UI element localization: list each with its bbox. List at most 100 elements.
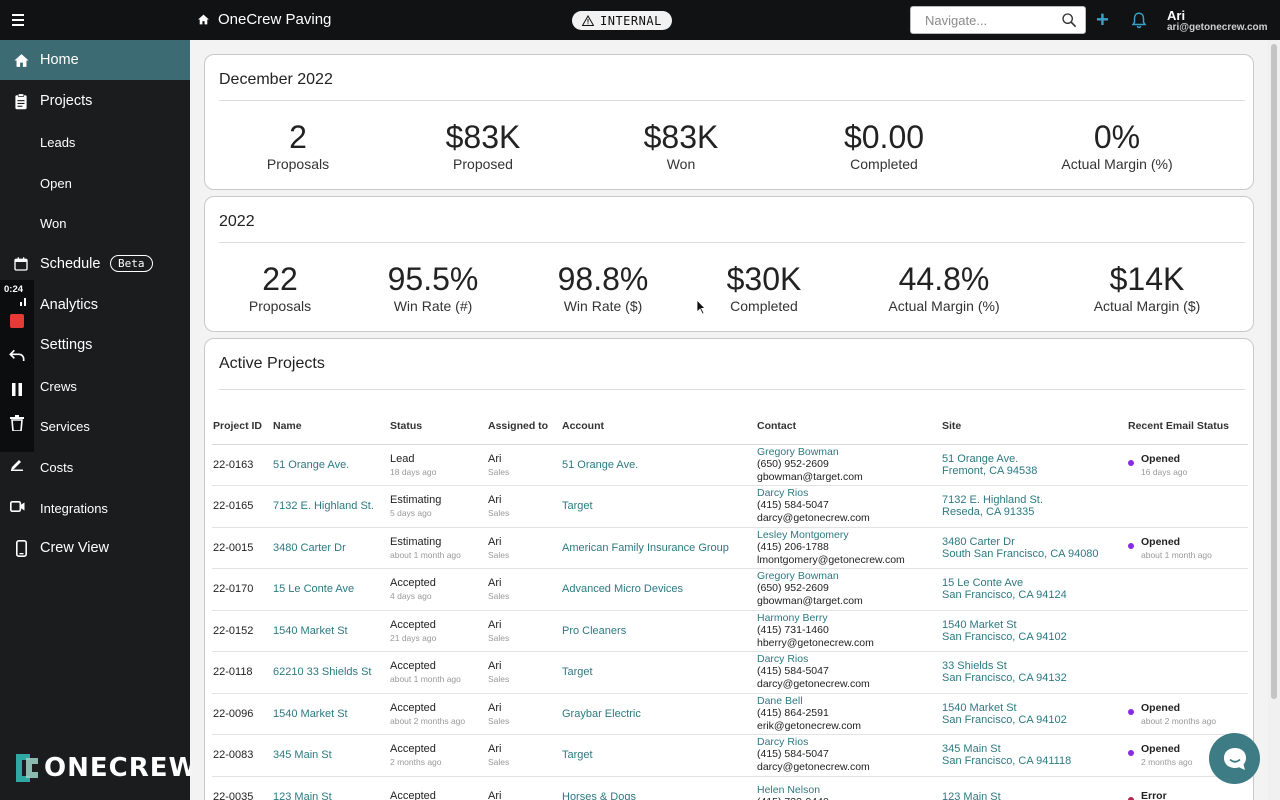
chat-button[interactable] — [1209, 733, 1260, 784]
bell-icon[interactable] — [1130, 10, 1148, 30]
contact-name-link[interactable]: Gregory Bowman — [757, 445, 839, 458]
project-name-link[interactable]: 7132 E. Highland St. — [273, 500, 374, 513]
table-row[interactable]: 22-0015 3480 Carter Dr Estimating about 1 m… — [212, 527, 1248, 569]
stop-recording-icon[interactable] — [10, 314, 24, 328]
account-link[interactable]: American Family Insurance Group — [562, 541, 729, 554]
account-link[interactable]: Horses & Dogs — [562, 790, 636, 800]
contact-email: darcy@getonecrew.com — [757, 512, 870, 525]
table-row[interactable]: 22-0096 1540 Market St Accepted about 2 mon… — [212, 693, 1248, 735]
account-link[interactable]: Advanced Micro Devices — [562, 583, 684, 596]
column-header[interactable]: Assigned to — [487, 409, 561, 445]
project-name-link[interactable]: 1540 Market St — [273, 707, 348, 720]
account-link[interactable]: Target — [562, 500, 593, 513]
status-dot-icon — [1128, 459, 1134, 466]
contact-phone: (650) 952-2609 — [757, 457, 829, 470]
site-city[interactable]: San Francisco, CA 941118 — [942, 755, 1072, 768]
sidebar-item-projects[interactable]: Projects — [0, 81, 190, 121]
project-name-link[interactable]: 123 Main St — [273, 790, 332, 800]
site-city[interactable]: South San Francisco, CA 94080 — [942, 547, 1099, 560]
site-link[interactable]: 1540 Market St — [942, 701, 1017, 714]
sidebar-item-won[interactable]: Won — [0, 203, 190, 243]
scrollbar-thumb[interactable] — [1271, 44, 1277, 699]
account-link[interactable]: Target — [562, 666, 593, 679]
user-menu[interactable]: Ari ari@getonecrew.com — [1167, 8, 1268, 33]
column-header[interactable]: Recent Email Status — [1127, 409, 1248, 445]
sidebar-item-crew-view[interactable]: Crew View — [0, 528, 190, 568]
sidebar-item-leads[interactable]: Leads — [0, 122, 190, 162]
sidebar-item-analytics[interactable]: Analytics — [0, 285, 190, 325]
site-city[interactable]: San Francisco, CA 94102 — [942, 713, 1067, 726]
contact-name-link[interactable]: Helen Nelson — [757, 784, 821, 797]
project-name-link[interactable]: 51 Orange Ave. — [273, 458, 350, 471]
site-city[interactable]: San Francisco, CA 94124 — [942, 589, 1067, 602]
table-row[interactable]: 22-0035 123 Main St Accepted Ari Horses & Do… — [212, 776, 1248, 800]
site-city[interactable]: San Francisco, CA 94102 — [942, 630, 1067, 643]
site-link[interactable]: 123 Main St — [942, 790, 1001, 800]
site-link[interactable]: 51 Orange Ave. — [942, 452, 1019, 465]
site-city[interactable]: Fremont, CA 94538 — [942, 464, 1038, 477]
plus-icon[interactable]: + — [1096, 7, 1109, 32]
menu-icon[interactable] — [12, 10, 32, 30]
project-id: 22-0170 — [212, 568, 272, 611]
table-row[interactable]: 22-0118 62210 33 Shields St Accepted about … — [212, 651, 1248, 694]
site-link[interactable]: 345 Main St — [942, 743, 1001, 756]
site-link[interactable]: 1540 Market St — [942, 618, 1017, 631]
sidebar-item-open[interactable]: Open — [0, 163, 190, 203]
sidebar-item-label: Crew View — [40, 540, 110, 556]
page-scrollbar[interactable] — [1268, 40, 1280, 800]
table-row[interactable]: 22-0083 345 Main St Accepted 2 months ago Ar… — [212, 734, 1248, 777]
sidebar-item-services[interactable]: Services — [0, 406, 190, 446]
company-link[interactable]: OneCrew Paving — [197, 11, 331, 28]
warning-icon — [582, 15, 594, 26]
account-link[interactable]: Pro Cleaners — [562, 624, 627, 637]
sidebar-item-home[interactable]: Home — [0, 40, 190, 80]
table-row[interactable]: 22-0152 1540 Market St Accepted 21 days ago… — [212, 610, 1248, 652]
contact-name-link[interactable]: Gregory Bowman — [757, 570, 839, 583]
project-name-link[interactable]: 345 Main St — [273, 749, 332, 762]
column-header[interactable]: Contact — [756, 409, 941, 445]
contact-name-link[interactable]: Darcy Rios — [757, 653, 809, 666]
column-header[interactable]: Account — [561, 409, 756, 445]
sidebar-item-integrations[interactable]: Integrations — [0, 488, 190, 528]
sidebar-item-schedule[interactable]: Schedule Beta — [0, 244, 190, 284]
column-header[interactable]: Name — [272, 409, 389, 445]
stat-completed: $30K Completed — [711, 261, 817, 314]
table-row[interactable]: 22-0170 15 Le Conte Ave Accepted 4 days ago… — [212, 568, 1248, 611]
navigate-input[interactable] — [925, 12, 1055, 28]
column-header[interactable]: Site — [941, 409, 1127, 445]
contact-email: darcy@getonecrew.com — [757, 678, 870, 691]
site-link[interactable]: 15 Le Conte Ave — [942, 577, 1024, 590]
sidebar-item-costs[interactable]: Costs — [0, 447, 190, 487]
trash-icon[interactable] — [10, 415, 24, 431]
account-link[interactable]: 51 Orange Ave. — [562, 458, 639, 471]
column-header[interactable]: Status — [389, 409, 487, 445]
project-name-link[interactable]: 3480 Carter Dr — [273, 541, 346, 554]
search-icon[interactable] — [1061, 12, 1077, 28]
table-row[interactable]: 22-0165 7132 E. Highland St. Estimating 5 d… — [212, 485, 1248, 528]
sidebar-item-crews[interactable]: Crews — [0, 366, 190, 406]
pause-icon[interactable] — [11, 383, 23, 396]
contact-name-link[interactable]: Harmony Berry — [757, 611, 828, 624]
contact-name-link[interactable]: Darcy Rios — [757, 487, 809, 500]
site-link[interactable]: 33 Shields St — [942, 660, 1007, 673]
contact-name-link[interactable]: Lesley Montgomery — [757, 528, 849, 541]
sidebar-item-label: Costs — [40, 459, 74, 475]
site-link[interactable]: 3480 Carter Dr — [942, 535, 1015, 548]
contact-name-link[interactable]: Dane Bell — [757, 694, 803, 707]
site-city[interactable]: San Francisco, CA 94132 — [942, 672, 1067, 685]
account-link[interactable]: Target — [562, 749, 593, 762]
contact-phone: (415) 731-1460 — [757, 623, 829, 636]
column-header[interactable]: Project ID — [212, 409, 272, 445]
site-city[interactable]: Reseda, CA 91335 — [942, 506, 1035, 519]
site-link[interactable]: 7132 E. Highland St. — [942, 494, 1043, 507]
assignee-name: Ari — [488, 577, 502, 590]
month-summary-card: December 2022 2 Proposals $83K Proposed … — [204, 54, 1254, 190]
table-row[interactable]: 22-0163 51 Orange Ave. Lead 18 days ago Ari S… — [212, 444, 1248, 486]
account-link[interactable]: Graybar Electric — [562, 707, 641, 720]
contact-name-link[interactable]: Darcy Rios — [757, 736, 809, 749]
project-name-link[interactable]: 1540 Market St — [273, 624, 348, 637]
undo-icon[interactable] — [9, 348, 25, 362]
sidebar-item-settings[interactable]: Settings — [0, 325, 190, 365]
project-name-link[interactable]: 15 Le Conte Ave — [273, 583, 355, 596]
project-name-link[interactable]: 62210 33 Shields St — [273, 666, 372, 679]
